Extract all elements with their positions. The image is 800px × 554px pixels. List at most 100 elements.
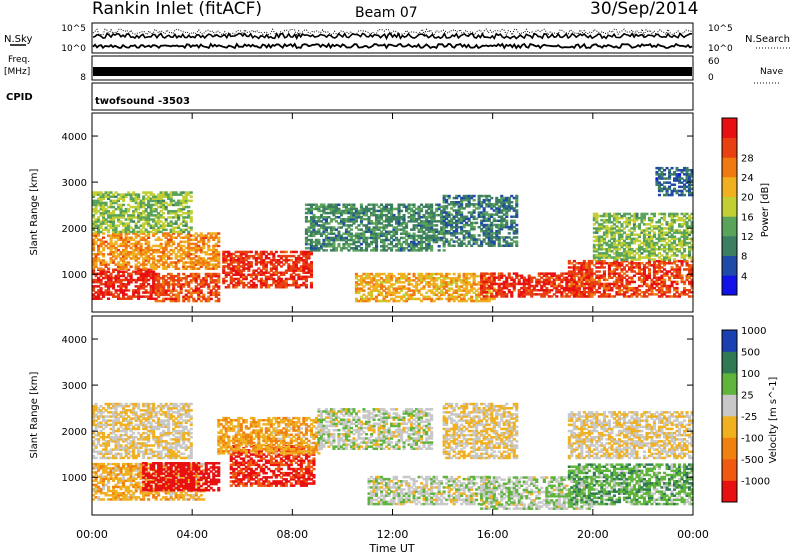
power-cell	[349, 213, 353, 217]
power-cell	[324, 207, 328, 211]
power-cell	[597, 295, 601, 298]
power-cell	[122, 265, 126, 268]
power-cell	[690, 278, 694, 282]
power-cell	[209, 257, 213, 260]
power-cell	[597, 229, 601, 232]
power-cell	[412, 236, 416, 240]
power-cell	[592, 214, 596, 218]
power-cell	[617, 284, 621, 288]
power-cell	[620, 214, 624, 218]
power-cell	[177, 251, 181, 254]
power-cell	[207, 246, 211, 250]
power-cell	[109, 259, 113, 262]
power-cell	[272, 252, 276, 256]
power-cell	[542, 282, 546, 286]
power-cell	[332, 228, 336, 231]
power-cell	[602, 254, 606, 257]
power-cell	[380, 293, 384, 297]
power-cell	[102, 222, 106, 225]
power-cell	[670, 295, 674, 298]
power-cell	[109, 238, 113, 241]
power-cell	[134, 291, 138, 294]
power-cell	[675, 266, 679, 269]
power-cell	[132, 220, 136, 223]
power-cell	[159, 259, 163, 262]
power-cell	[214, 257, 218, 260]
power-cell	[675, 291, 679, 294]
power-cell	[487, 278, 491, 282]
power-cell	[107, 230, 111, 234]
power-cell	[425, 228, 429, 231]
power-cell	[660, 227, 664, 230]
power-cell	[380, 277, 384, 280]
power-cell	[602, 227, 606, 230]
power-cell	[530, 293, 534, 296]
power-cell	[167, 257, 171, 260]
power-cell	[172, 210, 176, 213]
power-cell	[92, 214, 96, 217]
power-cell	[420, 277, 424, 280]
power-cell	[647, 223, 651, 226]
power-cell	[402, 277, 406, 280]
power-cell	[199, 234, 203, 237]
power-cell	[612, 235, 616, 238]
power-cell	[182, 224, 186, 227]
power-cell	[632, 293, 636, 296]
power-cell	[632, 237, 636, 241]
power-cell	[154, 228, 158, 232]
power-cell	[457, 244, 461, 247]
power-cell	[657, 268, 661, 271]
power-cell	[359, 207, 363, 211]
power-cell	[627, 235, 631, 238]
power-cell	[572, 272, 576, 275]
power-cell	[575, 266, 579, 269]
power-cell	[279, 261, 283, 264]
power-cell	[164, 246, 168, 250]
power-cell	[442, 279, 446, 282]
power-cell	[112, 199, 116, 203]
power-cell	[299, 283, 303, 287]
power-cell	[505, 280, 509, 284]
power-cell	[94, 210, 98, 213]
power-cell	[104, 293, 108, 296]
power-cell	[184, 283, 188, 286]
power-cell	[627, 223, 631, 226]
power-cell	[197, 267, 201, 270]
power-cell	[109, 205, 113, 209]
power-cell	[668, 258, 672, 261]
power-cell	[169, 248, 173, 252]
power-cell	[582, 259, 586, 263]
power-cell	[282, 263, 286, 266]
power-cell	[407, 249, 411, 252]
power-cell	[317, 232, 321, 235]
power-cell	[450, 213, 454, 216]
power-cell	[312, 226, 316, 229]
power-cell	[177, 199, 181, 203]
power-cell	[440, 236, 444, 240]
power-cell	[337, 207, 341, 211]
power-cell	[602, 239, 606, 243]
power-cell	[282, 273, 286, 276]
power-cell	[552, 274, 556, 277]
power-cell	[400, 224, 404, 227]
power-cell	[157, 291, 161, 294]
power-cell	[362, 234, 366, 238]
power-cell	[194, 236, 198, 239]
power-cell	[580, 282, 584, 286]
power-cell	[299, 265, 303, 268]
power-cell	[575, 289, 579, 292]
power-cell	[169, 224, 173, 227]
power-cell	[620, 280, 624, 284]
power-cell	[149, 297, 153, 300]
power-cell	[412, 297, 416, 301]
power-cell	[144, 216, 148, 219]
power-cell	[455, 211, 459, 214]
power-cell	[402, 287, 406, 290]
power-cell	[182, 220, 186, 223]
power-cell	[112, 280, 116, 284]
power-cell	[214, 265, 218, 268]
power-cell	[580, 272, 584, 275]
power-cell	[297, 269, 301, 272]
power-cell	[294, 250, 298, 254]
power-cell	[252, 273, 256, 276]
